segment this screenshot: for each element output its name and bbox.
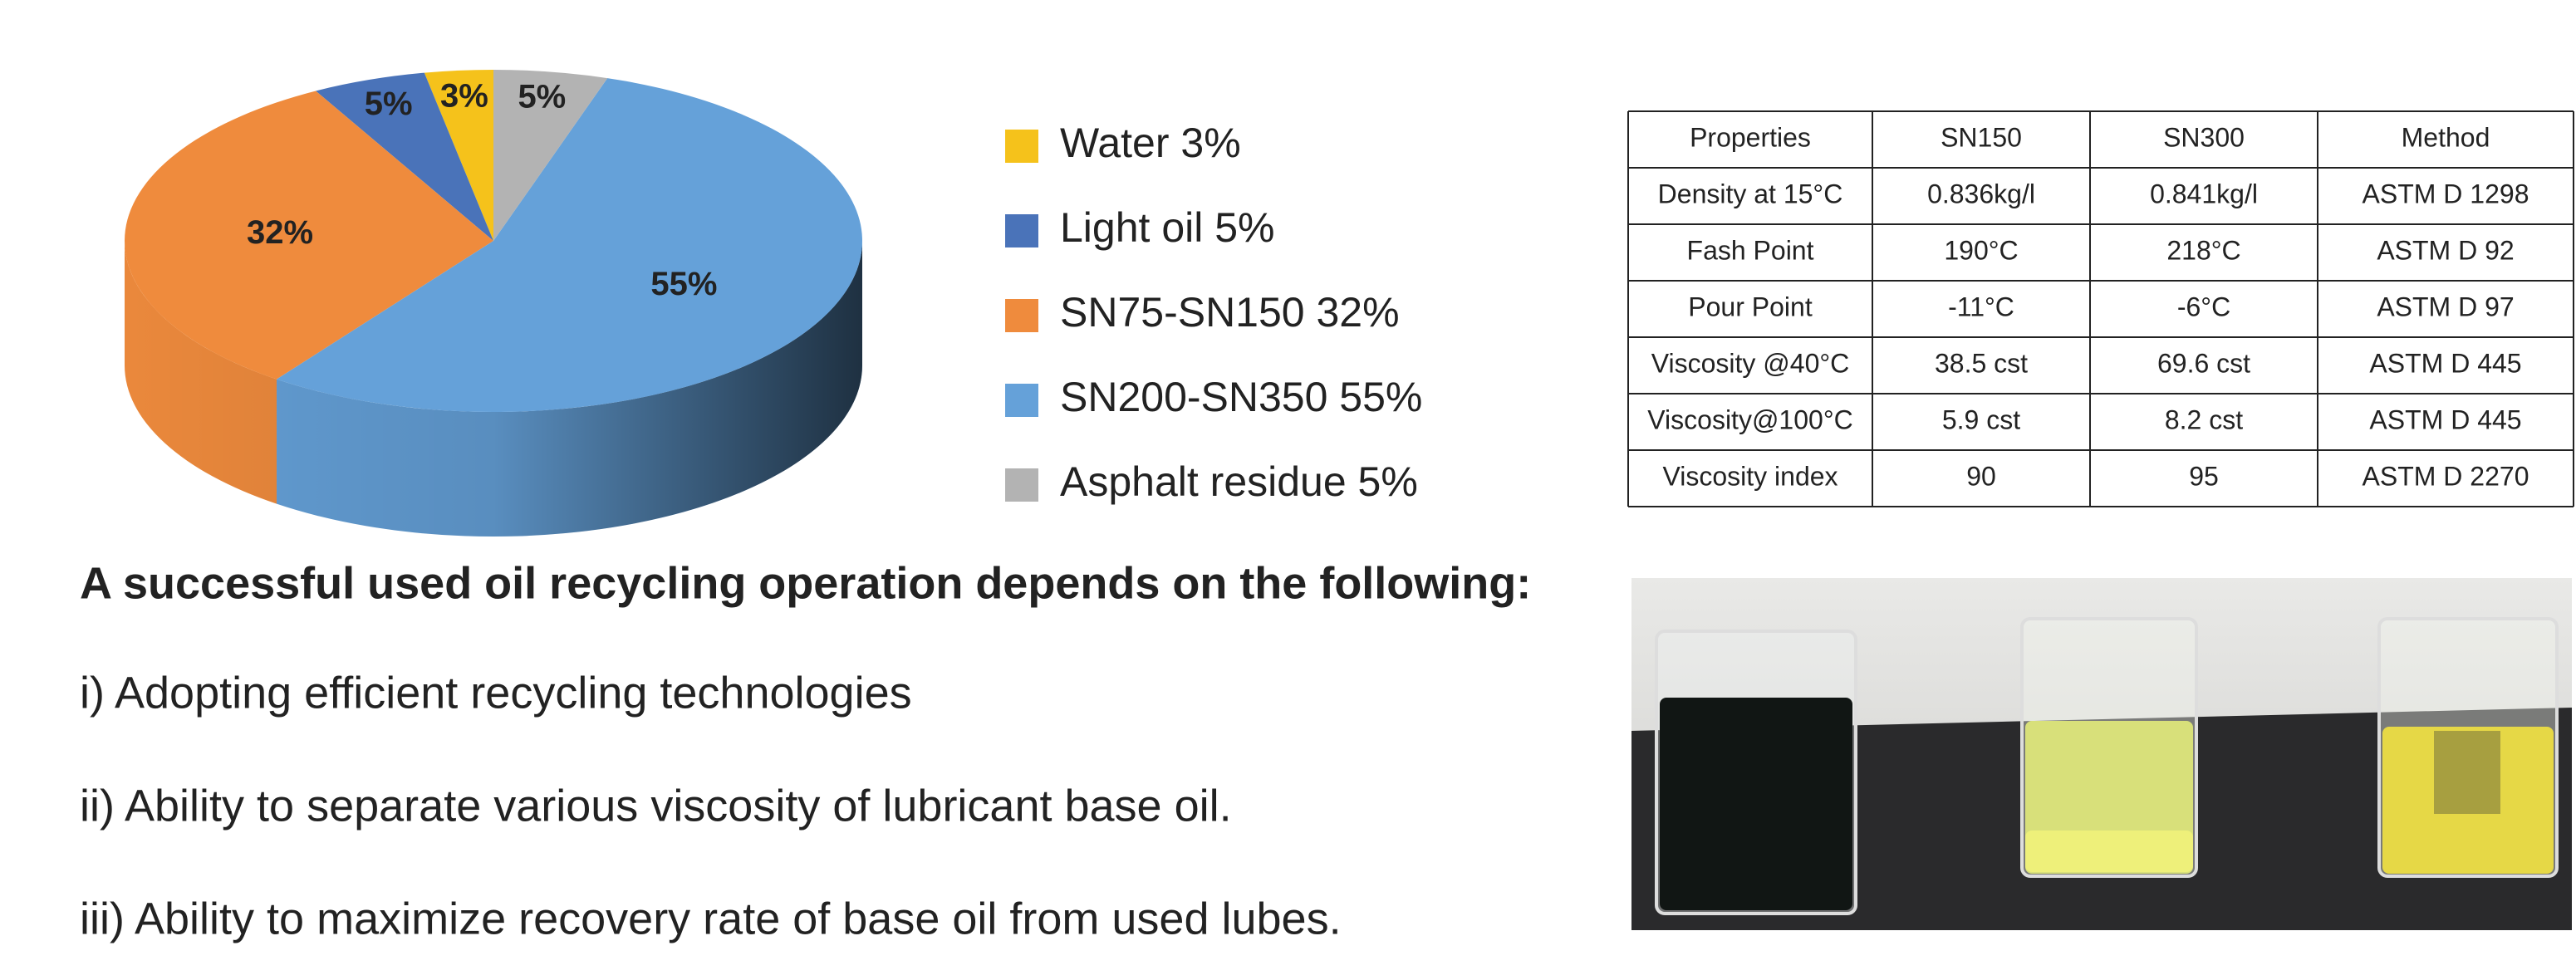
pie-chart: 3% 5% 32% 55% 5% [124, 70, 863, 537]
table-cell: ASTM D 445 [2369, 348, 2521, 378]
table-cell: -6°C [2177, 292, 2230, 321]
legend-label: SN200-SN350 55% [1060, 374, 1422, 420]
legend-swatch [1005, 468, 1038, 502]
table-cell: Viscosity index [1662, 461, 1838, 491]
table-cell: 0.836kg/l [1927, 179, 2035, 208]
table-header: SN300 [2163, 122, 2245, 152]
point-list: i) Adopting efficient recycling technolo… [80, 668, 1342, 943]
legend: Water 3% Light oil 5% SN75-SN150 32% SN200-… [1005, 120, 1422, 505]
pie-slice [493, 70, 608, 241]
heading: A successful used oil recycling operatio… [80, 558, 1531, 608]
photo [1631, 578, 2572, 930]
legend-label: Light oil 5% [1060, 204, 1275, 251]
point: i) Adopting efficient recycling technolo… [80, 668, 912, 718]
legend-label: SN75-SN150 32% [1060, 289, 1400, 336]
table-cell: 95 [2189, 461, 2219, 491]
legend-swatch [1005, 384, 1038, 417]
table-cell: 190°C [1944, 235, 2018, 265]
table-cell: 0.841kg/l [2150, 179, 2258, 208]
table-cell: 90 [1966, 461, 1996, 491]
data-label: 3% [440, 77, 488, 114]
pie-slice [124, 91, 493, 380]
table-header: SN150 [1941, 122, 2022, 152]
table-cell: Fash Point [1687, 235, 1814, 265]
table-header: Method [2402, 122, 2490, 152]
data-label: 5% [518, 79, 566, 115]
point: iii) Ability to maximize recovery rate o… [80, 894, 1342, 943]
table-cell: 218°C [2166, 235, 2240, 265]
legend-label: Asphalt residue 5% [1060, 458, 1418, 505]
legend-label: Water 3% [1060, 120, 1241, 166]
table-cell: Viscosity @40°C [1651, 348, 1850, 378]
table-cell: ASTM D 445 [2369, 404, 2521, 434]
pie-slice [424, 70, 493, 241]
table-cell: 38.5 cst [1935, 348, 2028, 378]
data-label: 32% [247, 214, 313, 251]
table-cell: 69.6 cst [2157, 348, 2250, 378]
table-cell: ASTM D 2270 [2363, 461, 2529, 491]
legend-swatch [1005, 214, 1038, 247]
pie-slice [316, 72, 493, 241]
data-label: 55% [650, 266, 717, 302]
legend-swatch [1005, 130, 1038, 163]
properties-table: Properties SN150 SN300 Method Density at 15°… [1627, 110, 2574, 507]
table-cell: 5.9 cst [1942, 404, 2020, 434]
table-cell: Pour Point [1688, 292, 1813, 321]
table-cell: Viscosity@100°C [1647, 404, 1852, 434]
pie-slice [277, 78, 862, 412]
point: ii) Ability to separate various viscosit… [80, 781, 1232, 831]
table-header: Properties [1690, 122, 1811, 152]
table-cell: 8.2 cst [2165, 404, 2243, 434]
data-label: 5% [365, 86, 413, 122]
side-shade [125, 241, 862, 537]
table-cell: ASTM D 97 [2377, 292, 2514, 321]
table-cell: Density at 15°C [1658, 179, 1843, 208]
table-cell: -11°C [1948, 292, 2014, 321]
legend-swatch [1005, 299, 1038, 332]
table-cell: ASTM D 1298 [2363, 179, 2529, 208]
table-cell: ASTM D 92 [2377, 235, 2514, 265]
